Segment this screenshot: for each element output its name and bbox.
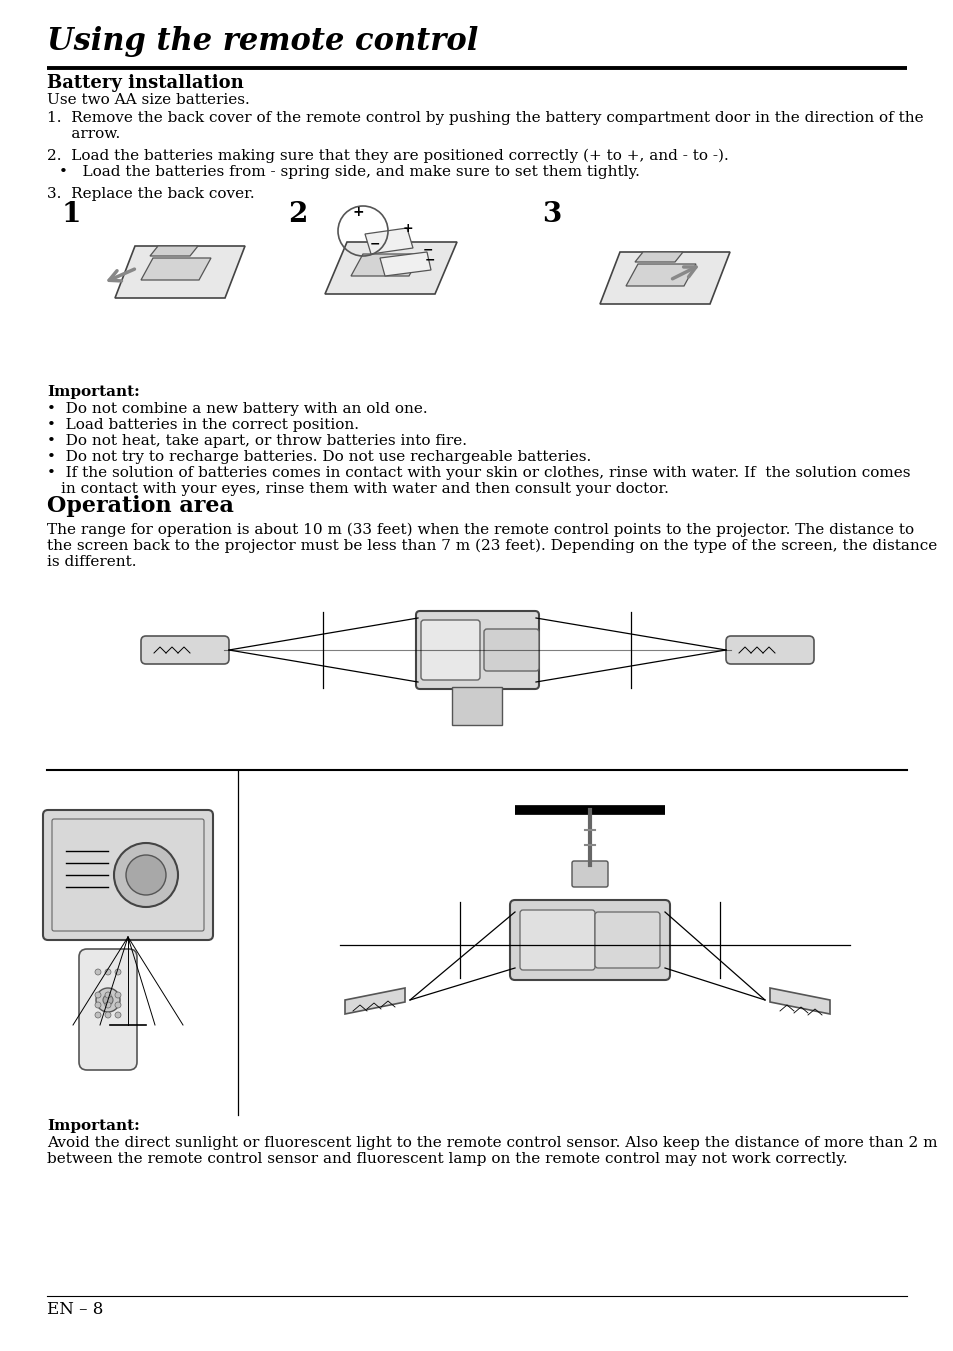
Text: Important:: Important: xyxy=(47,1119,139,1133)
FancyBboxPatch shape xyxy=(572,861,607,888)
Text: The range for operation is about 10 m (33 feet) when the remote control points t: The range for operation is about 10 m (3… xyxy=(47,523,913,536)
FancyBboxPatch shape xyxy=(510,900,669,979)
Polygon shape xyxy=(351,254,420,276)
Circle shape xyxy=(115,969,121,975)
Text: •   Load the batteries from - spring side, and make sure to set them tightly.: • Load the batteries from - spring side,… xyxy=(59,165,639,178)
Circle shape xyxy=(115,992,121,998)
Text: the screen back to the projector must be less than 7 m (23 feet). Depending on t: the screen back to the projector must be… xyxy=(47,539,936,553)
Text: Using the remote control: Using the remote control xyxy=(47,26,477,57)
Polygon shape xyxy=(325,242,456,295)
Text: −: − xyxy=(422,245,433,257)
Polygon shape xyxy=(345,988,405,1015)
Text: between the remote control sensor and fluorescent lamp on the remote control may: between the remote control sensor and fl… xyxy=(47,1152,846,1166)
Circle shape xyxy=(126,855,166,894)
Text: Important:: Important: xyxy=(47,385,139,399)
FancyBboxPatch shape xyxy=(725,636,813,663)
Polygon shape xyxy=(150,246,198,255)
Polygon shape xyxy=(141,258,211,280)
Text: Battery installation: Battery installation xyxy=(47,74,244,92)
Text: •  Do not try to recharge batteries. Do not use rechargeable batteries.: • Do not try to recharge batteries. Do n… xyxy=(47,450,591,463)
Text: 1.  Remove the back cover of the remote control by pushing the battery compartme: 1. Remove the back cover of the remote c… xyxy=(47,111,923,126)
Circle shape xyxy=(115,1012,121,1019)
Circle shape xyxy=(105,992,111,998)
Circle shape xyxy=(105,1002,111,1008)
FancyBboxPatch shape xyxy=(43,811,213,940)
Circle shape xyxy=(103,994,112,1005)
Polygon shape xyxy=(769,988,829,1015)
Text: •  If the solution of batteries comes in contact with your skin or clothes, rins: • If the solution of batteries comes in … xyxy=(47,466,909,480)
Text: EN – 8: EN – 8 xyxy=(47,1301,103,1319)
Polygon shape xyxy=(625,263,696,286)
Text: arrow.: arrow. xyxy=(47,127,120,141)
Circle shape xyxy=(105,969,111,975)
Circle shape xyxy=(95,992,101,998)
FancyBboxPatch shape xyxy=(420,620,479,680)
Text: +: + xyxy=(402,222,414,235)
Circle shape xyxy=(96,988,120,1012)
FancyBboxPatch shape xyxy=(595,912,659,969)
Polygon shape xyxy=(365,228,413,254)
Circle shape xyxy=(95,1012,101,1019)
Text: 3.  Replace the back cover.: 3. Replace the back cover. xyxy=(47,186,254,201)
Text: •  Do not combine a new battery with an old one.: • Do not combine a new battery with an o… xyxy=(47,403,427,416)
Text: 2.  Load the batteries making sure that they are positioned correctly (+ to +, a: 2. Load the batteries making sure that t… xyxy=(47,149,728,163)
Text: −: − xyxy=(424,254,435,267)
Circle shape xyxy=(95,969,101,975)
Circle shape xyxy=(105,1012,111,1019)
Circle shape xyxy=(113,843,178,907)
FancyBboxPatch shape xyxy=(79,948,137,1070)
Text: +: + xyxy=(353,205,364,219)
Text: Use two AA size batteries.: Use two AA size batteries. xyxy=(47,93,250,107)
Text: is different.: is different. xyxy=(47,555,136,569)
FancyBboxPatch shape xyxy=(519,911,595,970)
Text: −: − xyxy=(370,238,380,251)
Text: in contact with your eyes, rinse them with water and then consult your doctor.: in contact with your eyes, rinse them wi… xyxy=(61,482,668,496)
Polygon shape xyxy=(379,253,431,276)
FancyBboxPatch shape xyxy=(416,611,538,689)
Text: •  Load batteries in the correct position.: • Load batteries in the correct position… xyxy=(47,417,358,432)
Text: •  Do not heat, take apart, or throw batteries into fire.: • Do not heat, take apart, or throw batt… xyxy=(47,434,467,449)
Polygon shape xyxy=(115,246,245,299)
Text: 3: 3 xyxy=(541,201,560,228)
Text: Avoid the direct sunlight or fluorescent light to the remote control sensor. Als: Avoid the direct sunlight or fluorescent… xyxy=(47,1136,937,1150)
Text: 2: 2 xyxy=(288,201,307,228)
Polygon shape xyxy=(599,253,729,304)
Circle shape xyxy=(95,1002,101,1008)
Text: 1: 1 xyxy=(62,201,81,228)
Polygon shape xyxy=(635,253,682,262)
Bar xyxy=(452,688,501,725)
Text: Operation area: Operation area xyxy=(47,494,233,517)
FancyBboxPatch shape xyxy=(483,630,538,671)
FancyBboxPatch shape xyxy=(141,636,229,663)
Circle shape xyxy=(115,1002,121,1008)
